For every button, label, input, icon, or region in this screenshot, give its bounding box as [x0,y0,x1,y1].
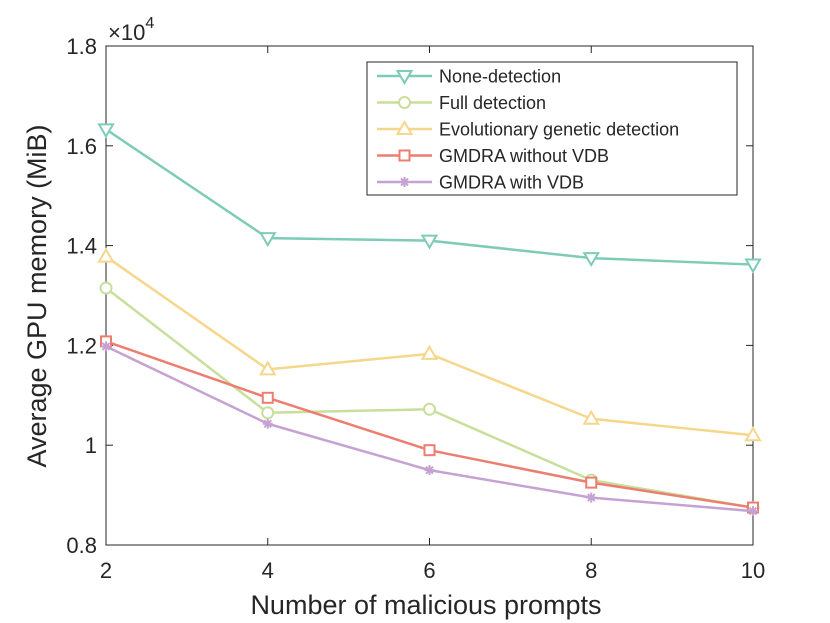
data-point [585,476,598,489]
y-tick-label: 1.6 [66,134,97,159]
y-axis-multiplier: ×104 [108,15,154,45]
data-point [101,341,111,352]
legend-item: GMDRA with VDB [377,173,584,193]
series-evolutionary-genetic-detection [97,247,762,442]
data-point [262,418,273,429]
series-gmdra-with-vdb [101,341,758,517]
data-point [420,344,439,360]
legend-item: None-detection [377,67,561,87]
data-point [259,360,277,376]
legend-label: Full detection [439,93,546,113]
data-point [748,506,758,517]
y-tick-label: 1.4 [66,234,97,259]
data-point [582,409,600,425]
y-tick-label: 1 [85,433,97,458]
data-point [424,465,435,476]
legend-marker [399,177,410,187]
series-none-detection [97,123,762,274]
data-point [97,247,115,263]
data-point [423,444,436,457]
legend-item: Evolutionary genetic detection [377,120,679,140]
legend-marker [398,96,411,109]
legend-marker [395,70,414,85]
y-tick-label: 1.2 [66,333,97,358]
x-tick-label: 4 [262,558,274,583]
data-point [261,391,274,404]
data-point [744,258,762,274]
y-axis-multiplier-exponent: 4 [145,15,154,32]
y-tick-label: 0.8 [66,533,97,558]
legend-label: GMDRA with VDB [439,173,584,193]
series-full-detection [99,281,760,515]
legend-marker [395,120,414,135]
axes: 2 4 6 8 10 0.8 1 1.2 1.4 1.6 1.8 [66,34,765,583]
data-point [97,123,115,139]
legend-label: GMDRA without VDB [439,146,609,166]
legend-marker [398,149,411,162]
legend: None-detection Full detection Evolutionary… [366,61,738,196]
legend-item: GMDRA without VDB [377,146,609,166]
x-tick-label: 10 [741,558,765,583]
y-tick-label: 1.8 [66,34,97,59]
legend-label: Evolutionary genetic detection [439,120,679,140]
data-point [420,234,439,250]
legend-item: Full detection [377,93,546,113]
y-axis-multiplier-base: ×10 [108,20,145,45]
x-tick-label: 2 [100,558,112,583]
series-line [105,345,754,513]
x-tick-label: 6 [423,558,435,583]
x-axis-label: Number of malicious prompts [250,590,601,620]
x-tick-label: 8 [585,558,597,583]
data-point [586,492,597,503]
data-point [99,281,113,295]
data-point [744,426,762,442]
data-point [261,406,275,420]
y-axis-label: Average GPU memory (MiB) [22,124,52,467]
data-point [582,252,600,268]
series-layer [97,123,762,517]
data-point [259,232,277,248]
legend-label: None-detection [439,67,561,87]
data-point [423,402,436,416]
